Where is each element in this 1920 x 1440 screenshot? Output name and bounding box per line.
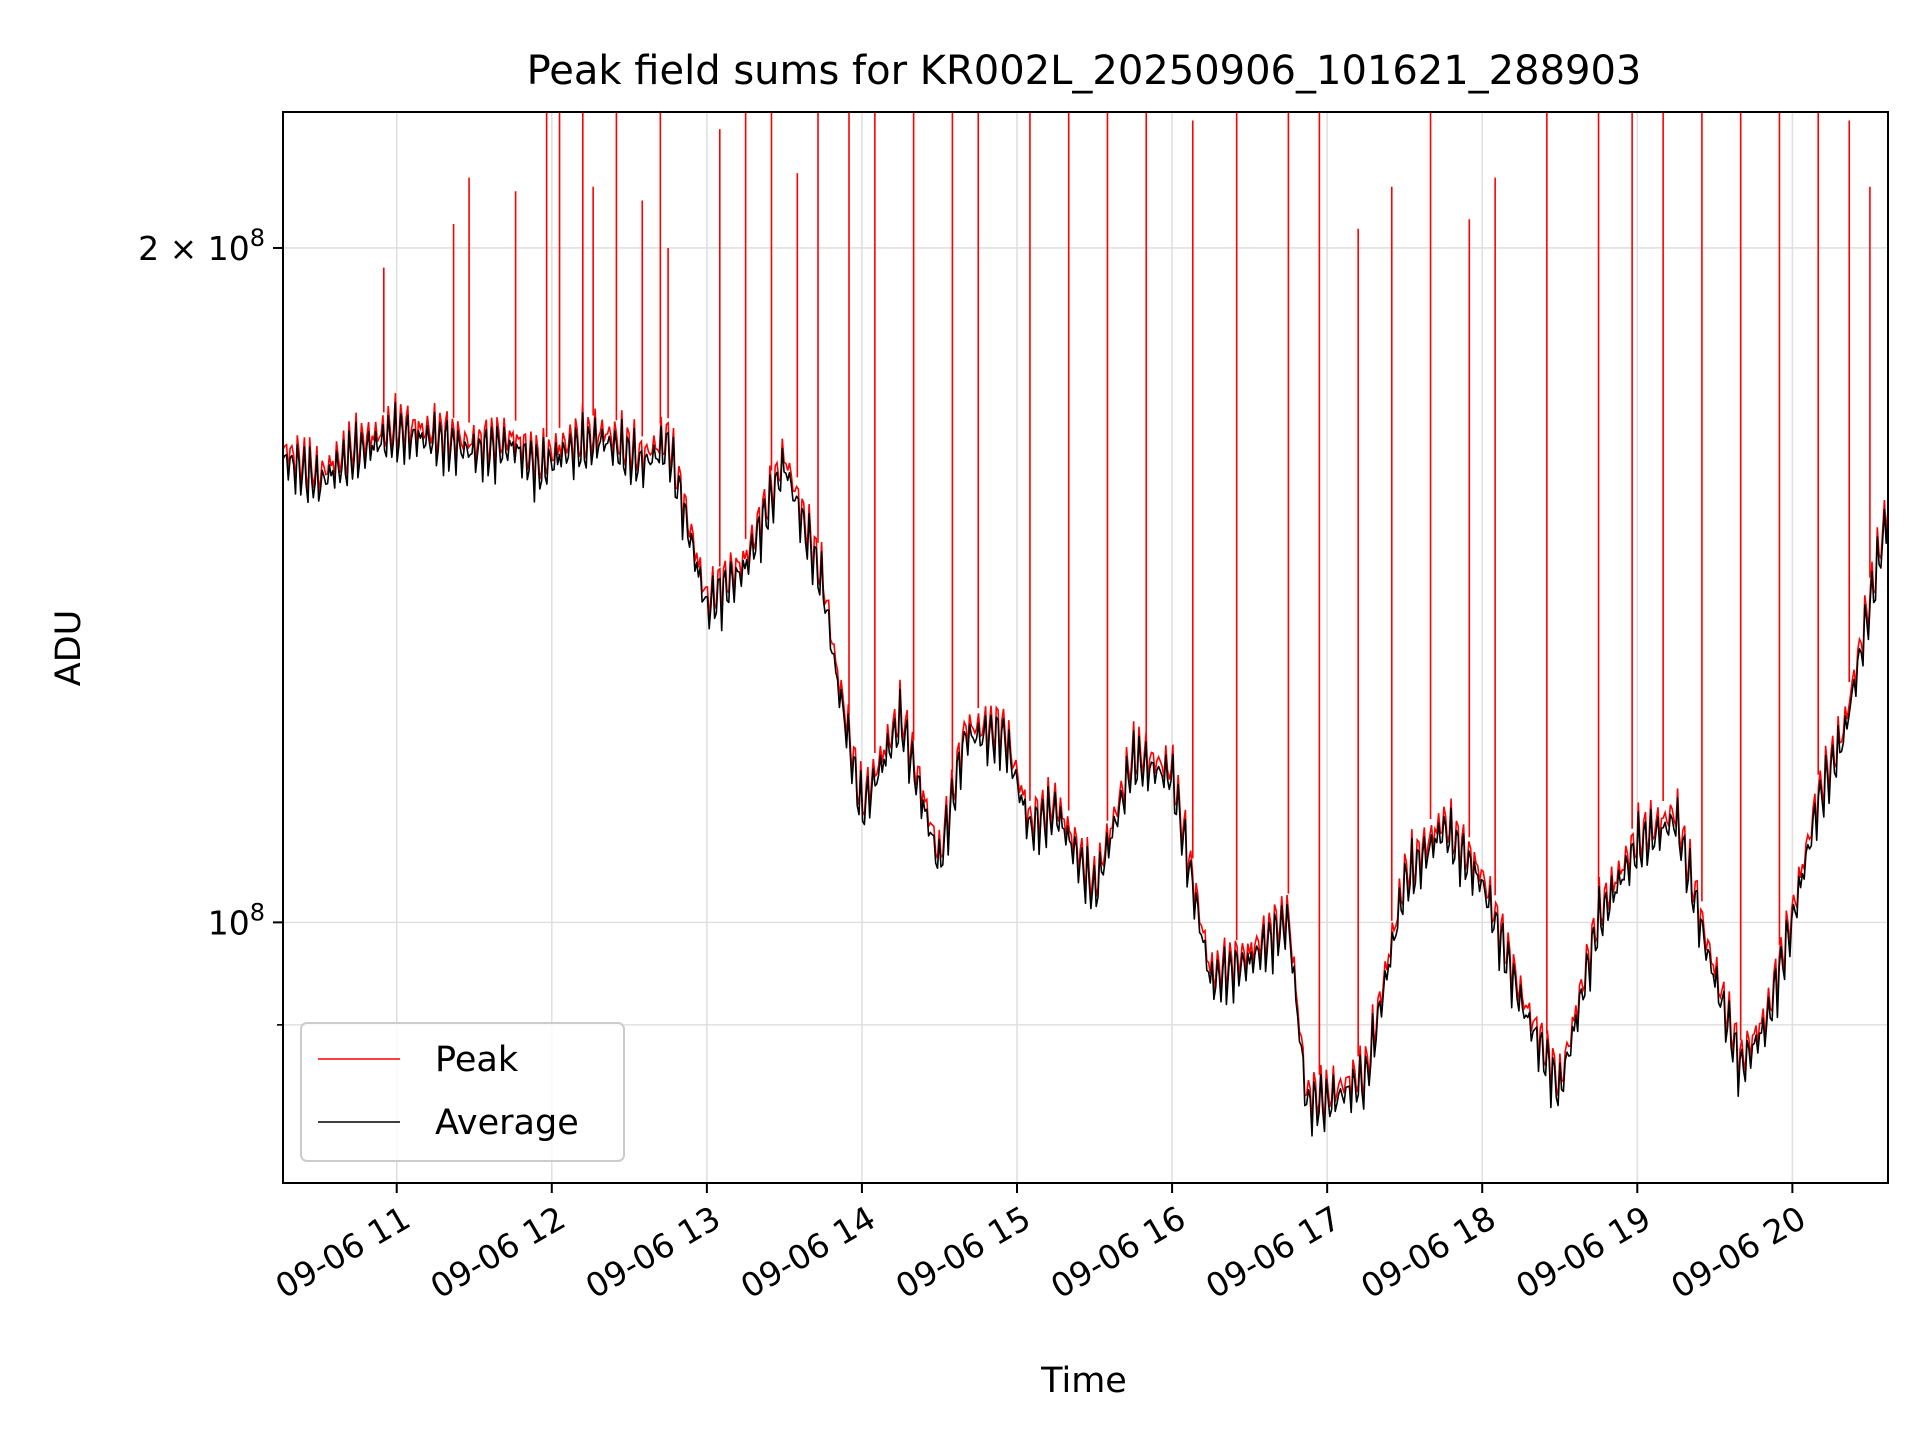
grid bbox=[283, 112, 1888, 1183]
legend: Peak Average bbox=[300, 1022, 625, 1162]
plot-frame bbox=[282, 111, 1889, 1184]
legend-box bbox=[300, 1022, 625, 1162]
y-axis-label: ADU bbox=[49, 610, 89, 687]
peak-series bbox=[283, 112, 1888, 1127]
legend-average-label: Average bbox=[435, 1103, 579, 1143]
legend-peak-label: Peak bbox=[435, 1040, 519, 1080]
average-series-line bbox=[283, 401, 1888, 1137]
y-tick-label: 2 × 108 bbox=[138, 224, 265, 268]
y-tick-exponent: 8 bbox=[250, 898, 265, 926]
plot-area bbox=[282, 111, 1889, 1184]
y-tick-exponent: 8 bbox=[250, 224, 265, 252]
chart-title: Peak field sums for KR002L_20250906_1016… bbox=[527, 48, 1642, 94]
x-axis-label: Time bbox=[1040, 1361, 1127, 1401]
